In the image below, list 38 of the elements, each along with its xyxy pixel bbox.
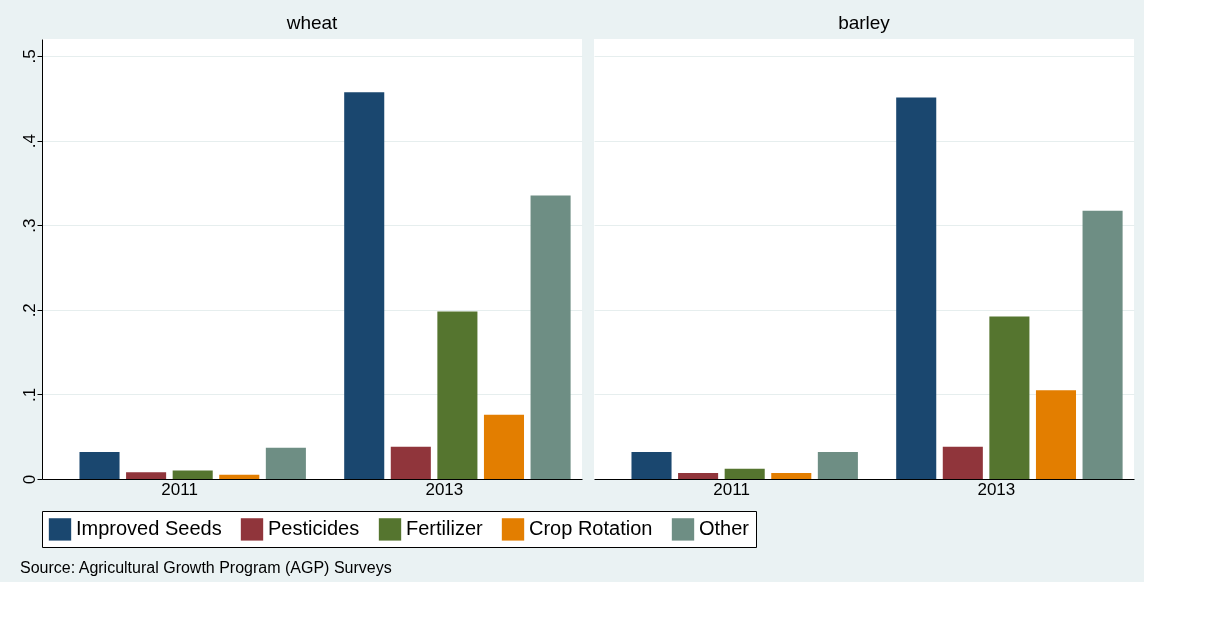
y-tick-label: .4 bbox=[19, 133, 39, 149]
bar bbox=[390, 446, 431, 479]
x-tick-label: 2013 bbox=[977, 479, 1016, 499]
bar bbox=[678, 473, 719, 479]
bar bbox=[817, 451, 858, 479]
bar bbox=[344, 92, 385, 479]
bar bbox=[771, 473, 812, 479]
bar bbox=[530, 195, 571, 479]
bar bbox=[942, 446, 983, 479]
bar bbox=[483, 414, 525, 479]
legend-label: Crop Rotation bbox=[529, 517, 653, 540]
bar bbox=[896, 97, 937, 479]
bar bbox=[989, 316, 1030, 479]
bar bbox=[437, 311, 478, 479]
chart-title: wheat bbox=[285, 12, 339, 33]
y-tick-label: .2 bbox=[19, 303, 39, 318]
y-tick-label: .5 bbox=[19, 49, 39, 64]
legend-label: Other bbox=[699, 517, 750, 540]
legend-label: Improved Seeds bbox=[76, 517, 222, 540]
bar bbox=[219, 474, 260, 479]
y-tick-label: 0 bbox=[19, 474, 39, 485]
bar bbox=[1035, 390, 1077, 479]
source-note: Source: Agricultural Growth Program (AGP) Surveys bbox=[20, 558, 392, 576]
bar bbox=[265, 447, 306, 479]
chart-title: barley bbox=[838, 12, 891, 33]
bar bbox=[1082, 210, 1123, 479]
bar bbox=[79, 451, 120, 479]
legend-label: Pesticides bbox=[268, 517, 360, 540]
bar bbox=[724, 468, 765, 479]
y-tick-label: .1 bbox=[19, 387, 39, 402]
x-tick-label: 2013 bbox=[425, 479, 464, 499]
x-tick-label: 2011 bbox=[713, 479, 750, 499]
bar bbox=[172, 470, 213, 479]
bar bbox=[126, 472, 167, 479]
x-tick-label: 2011 bbox=[161, 479, 198, 499]
legend-label: Fertilizer bbox=[406, 517, 484, 540]
bar bbox=[631, 451, 672, 479]
y-tick-label: .3 bbox=[19, 218, 39, 233]
